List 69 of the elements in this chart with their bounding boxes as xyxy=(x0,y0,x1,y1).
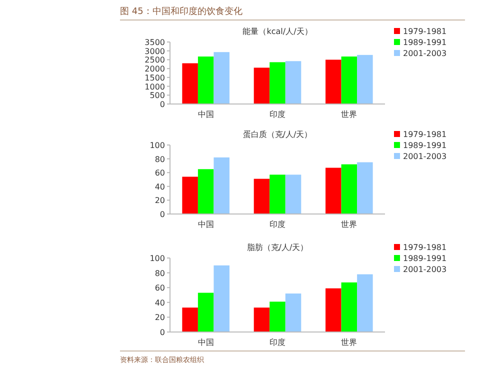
y-tick-label: 80 xyxy=(154,154,165,164)
legend-label: 1989-1991 xyxy=(403,254,447,263)
bar xyxy=(341,56,358,104)
y-tick-label: 1000 xyxy=(144,82,165,92)
x-tick-label: 印度 xyxy=(270,338,286,347)
y-tick-label: 500 xyxy=(150,91,165,100)
x-tick-label: 印度 xyxy=(270,110,286,119)
x-tick-label: 中国 xyxy=(198,338,214,347)
bar xyxy=(285,174,302,214)
y-tick-label: 60 xyxy=(154,168,165,178)
caption: 图 45：中国和印度的饮食变化 xyxy=(120,6,242,17)
y-tick-label: 0 xyxy=(160,328,165,337)
bar xyxy=(254,308,270,332)
chart-title: 蛋白质（克/人/天） xyxy=(242,130,312,139)
chart-title: 脂肪（克/人/天） xyxy=(246,243,308,252)
bar xyxy=(182,308,198,332)
y-tick-label: 100 xyxy=(150,141,165,150)
bar xyxy=(326,60,342,104)
bar xyxy=(214,265,230,332)
bar xyxy=(357,162,373,214)
bar xyxy=(357,54,373,104)
bar xyxy=(254,68,270,104)
y-tick-label: 2500 xyxy=(144,56,165,65)
y-tick-label: 80 xyxy=(154,268,165,278)
bar xyxy=(214,157,230,214)
legend-label: 1979-1981 xyxy=(403,243,447,252)
y-tick-label: 1500 xyxy=(144,73,165,82)
y-tick-label: 0 xyxy=(160,100,165,109)
bar xyxy=(214,52,230,104)
y-tick-label: 2000 xyxy=(144,64,165,74)
x-tick-label: 世界 xyxy=(341,110,358,119)
legend-label: 2001-2003 xyxy=(403,265,447,274)
legend-label: 2001-2003 xyxy=(403,49,447,58)
x-tick-label: 中国 xyxy=(198,220,214,229)
bar xyxy=(198,292,214,332)
bar xyxy=(341,164,358,214)
bar xyxy=(285,294,302,332)
legend-label: 1989-1991 xyxy=(403,38,447,47)
legend-label: 1989-1991 xyxy=(403,141,447,150)
bar xyxy=(326,288,342,332)
bar xyxy=(182,63,198,104)
legend-label: 1979-1981 xyxy=(403,130,447,139)
x-tick-label: 中国 xyxy=(198,110,214,119)
bar xyxy=(285,61,302,104)
bar xyxy=(270,302,286,332)
bar xyxy=(341,282,358,332)
bar xyxy=(270,62,286,104)
bar xyxy=(198,56,214,104)
bar xyxy=(254,178,270,214)
y-tick-label: 3500 xyxy=(144,38,165,47)
bar xyxy=(357,274,373,332)
x-tick-label: 印度 xyxy=(270,220,286,229)
bar xyxy=(270,174,286,214)
x-tick-label: 世界 xyxy=(341,220,358,229)
y-tick-label: 40 xyxy=(154,298,165,308)
y-tick-label: 3000 xyxy=(144,46,165,56)
y-tick-label: 100 xyxy=(150,254,165,263)
legend-label: 2001-2003 xyxy=(403,152,447,161)
y-tick-label: 60 xyxy=(154,284,165,293)
bar xyxy=(326,168,342,214)
bar xyxy=(198,169,214,214)
bar xyxy=(182,176,198,214)
y-tick-label: 20 xyxy=(154,196,165,206)
y-tick-label: 0 xyxy=(160,210,165,219)
legend-label: 1979-1981 xyxy=(403,27,447,36)
x-tick-label: 世界 xyxy=(341,338,358,347)
chart-title: 能量（kcal/人/天） xyxy=(242,27,312,36)
y-tick-label: 20 xyxy=(154,313,165,322)
y-tick-label: 40 xyxy=(154,182,165,192)
